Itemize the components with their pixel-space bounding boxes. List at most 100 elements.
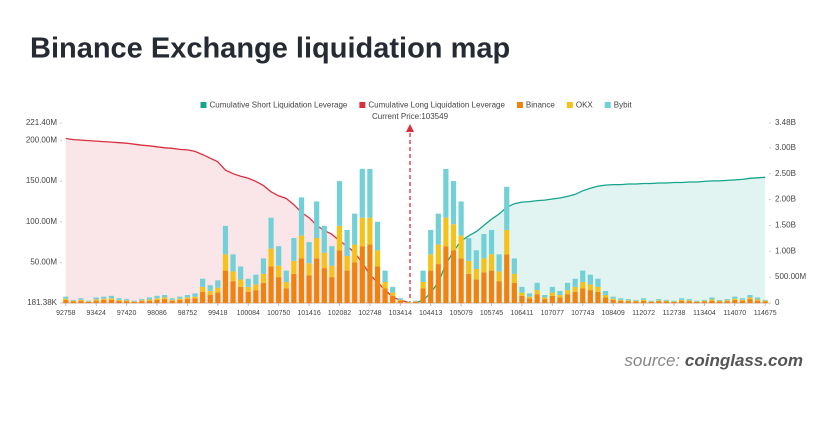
- bar: [184, 295, 191, 298]
- bar: [359, 217, 365, 247]
- bar: [420, 288, 426, 304]
- bar: [504, 229, 510, 255]
- bar: [352, 244, 358, 263]
- bar: [542, 295, 548, 298]
- bar: [557, 290, 563, 296]
- bar: [352, 262, 358, 304]
- x-tick-label: 103414: [389, 310, 412, 317]
- bar: [70, 300, 77, 302]
- bar: [435, 244, 441, 265]
- bar: [519, 286, 525, 293]
- x-tick-label: 98086: [147, 310, 167, 317]
- bar: [177, 299, 183, 304]
- y2-tick-label: 0: [775, 298, 780, 307]
- bar: [602, 295, 609, 298]
- legend-label: OKX: [576, 101, 594, 110]
- bar: [511, 273, 517, 283]
- bar: [215, 287, 221, 293]
- bar: [359, 168, 365, 218]
- bar: [656, 299, 662, 301]
- legend-label: Binance: [526, 101, 555, 110]
- bar: [374, 221, 381, 251]
- y2-tick-label: 500.00M: [775, 272, 806, 281]
- bar: [716, 299, 723, 301]
- bar: [450, 181, 457, 225]
- bar: [260, 258, 267, 274]
- bar: [329, 265, 335, 278]
- legend-label: Cumulative Long Liquidation Leverage: [368, 101, 505, 110]
- bar: [101, 298, 107, 300]
- bar: [276, 277, 282, 304]
- bar: [336, 250, 343, 304]
- bar: [519, 292, 525, 296]
- bar: [587, 284, 593, 291]
- bar: [245, 286, 251, 292]
- bar: [428, 270, 434, 304]
- bar: [663, 300, 669, 302]
- bar: [709, 300, 715, 304]
- bar: [633, 299, 639, 301]
- bar: [291, 260, 297, 274]
- bar: [496, 271, 502, 282]
- bar: [207, 285, 213, 291]
- bar: [222, 225, 229, 255]
- bar: [747, 295, 753, 298]
- bar: [253, 274, 259, 285]
- bar: [298, 235, 305, 259]
- x-tick-label: 114070: [723, 310, 746, 317]
- bar: [260, 282, 267, 304]
- bar: [207, 295, 213, 304]
- bar: [162, 299, 168, 304]
- bar: [192, 296, 198, 299]
- bar: [504, 186, 510, 230]
- bar: [200, 278, 206, 287]
- bar: [595, 291, 601, 304]
- bar: [154, 299, 160, 304]
- bar: [116, 298, 122, 300]
- bar: [192, 293, 198, 297]
- bar: [420, 270, 426, 282]
- bar: [580, 288, 586, 304]
- bar: [314, 238, 320, 259]
- bar: [283, 270, 289, 282]
- bar: [336, 181, 343, 226]
- y2-tick-label: 1.00B: [775, 246, 796, 255]
- bar: [192, 298, 198, 304]
- area: [415, 177, 766, 303]
- bar: [473, 250, 479, 269]
- bar: [382, 288, 388, 304]
- bar: [610, 296, 616, 299]
- bar: [686, 300, 692, 302]
- bar: [526, 296, 533, 299]
- bar: [63, 299, 69, 304]
- bar: [390, 292, 396, 296]
- bar: [238, 279, 244, 287]
- x-tick-label: 107077: [541, 310, 564, 317]
- x-tick-label: 106411: [511, 310, 534, 317]
- bar: [139, 301, 145, 304]
- bar: [291, 238, 297, 261]
- bar: [595, 286, 601, 292]
- bar: [78, 299, 84, 301]
- bar: [572, 291, 578, 304]
- x-tick-label: 100084: [237, 310, 260, 317]
- current-price-arrow: [406, 124, 414, 132]
- bar: [526, 293, 533, 297]
- bar: [519, 295, 525, 304]
- x-tick-label: 107743: [571, 310, 594, 317]
- bar: [678, 298, 685, 300]
- x-tick-label: 112738: [663, 310, 686, 317]
- line: [65, 137, 409, 303]
- bar: [473, 268, 479, 280]
- bar: [367, 244, 373, 304]
- bar: [359, 246, 365, 304]
- bar: [146, 297, 153, 300]
- bar: [572, 286, 578, 292]
- bar: [428, 229, 434, 255]
- source-prefix: source:: [624, 351, 680, 370]
- legend-swatch: [604, 102, 611, 108]
- bar: [549, 295, 555, 304]
- bar: [542, 299, 548, 304]
- bar: [291, 273, 297, 304]
- x-tick-label: 108409: [601, 310, 624, 317]
